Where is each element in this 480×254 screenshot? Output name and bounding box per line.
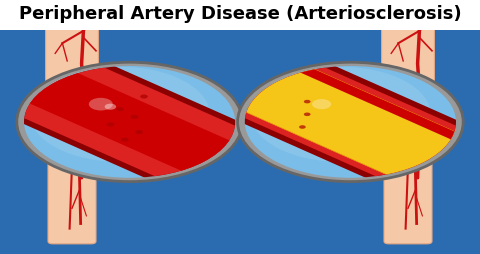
- Circle shape: [105, 104, 116, 110]
- Circle shape: [131, 115, 138, 119]
- Ellipse shape: [46, 112, 98, 132]
- FancyBboxPatch shape: [0, 0, 480, 30]
- Circle shape: [245, 66, 456, 178]
- FancyBboxPatch shape: [48, 112, 96, 244]
- FancyBboxPatch shape: [382, 10, 434, 117]
- Circle shape: [17, 62, 242, 182]
- Circle shape: [140, 94, 148, 99]
- Circle shape: [107, 122, 114, 126]
- Text: Peripheral Artery Disease (Arteriosclerosis): Peripheral Artery Disease (Arteriosclero…: [19, 5, 461, 23]
- Circle shape: [89, 98, 113, 110]
- Circle shape: [116, 107, 124, 111]
- Circle shape: [30, 67, 210, 162]
- Circle shape: [251, 67, 431, 162]
- Circle shape: [24, 66, 235, 178]
- Polygon shape: [0, 60, 259, 184]
- Circle shape: [121, 138, 129, 142]
- Polygon shape: [200, 46, 480, 197]
- Polygon shape: [0, 50, 275, 194]
- FancyBboxPatch shape: [46, 10, 98, 117]
- Circle shape: [238, 62, 463, 182]
- Polygon shape: [0, 46, 280, 197]
- Polygon shape: [271, 54, 480, 153]
- Ellipse shape: [386, 114, 430, 130]
- Ellipse shape: [382, 112, 434, 132]
- Ellipse shape: [50, 114, 94, 130]
- Circle shape: [299, 125, 306, 129]
- Circle shape: [135, 130, 143, 134]
- Polygon shape: [205, 50, 480, 194]
- Polygon shape: [211, 54, 480, 190]
- Circle shape: [304, 113, 311, 116]
- Circle shape: [312, 99, 331, 109]
- FancyBboxPatch shape: [384, 112, 432, 244]
- Circle shape: [304, 100, 311, 103]
